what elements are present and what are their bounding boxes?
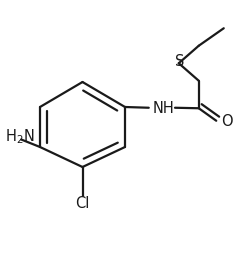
Text: O: O bbox=[221, 115, 233, 130]
Text: Cl: Cl bbox=[75, 196, 90, 211]
Text: S: S bbox=[175, 55, 185, 70]
Text: NH: NH bbox=[153, 101, 174, 116]
Text: H$_2$N: H$_2$N bbox=[5, 128, 34, 146]
